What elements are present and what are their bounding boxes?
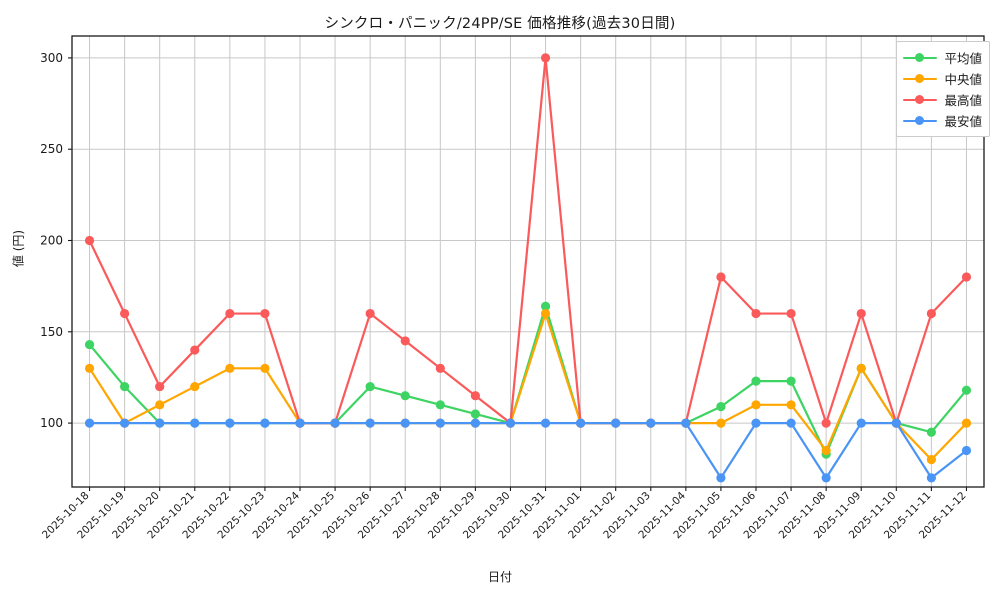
data-point bbox=[961, 445, 972, 456]
y-tick-label: 250 bbox=[40, 142, 63, 156]
data-point bbox=[891, 418, 901, 428]
x-axis-label: 日付 bbox=[487, 570, 512, 584]
data-point bbox=[786, 376, 796, 386]
series-line bbox=[88, 56, 968, 425]
data-point bbox=[681, 418, 691, 428]
data-point bbox=[926, 427, 936, 437]
y-tick-label: 200 bbox=[40, 234, 63, 248]
data-point bbox=[961, 272, 972, 282]
data-point bbox=[470, 391, 480, 401]
legend-label: 中央値 bbox=[944, 72, 982, 87]
data-point bbox=[540, 308, 551, 319]
data-point bbox=[225, 308, 235, 319]
data-point bbox=[540, 418, 551, 428]
chart-title: シンクロ・パニック/24PP/SE 価格推移(過去30日間) bbox=[324, 16, 676, 32]
data-point bbox=[84, 418, 95, 428]
data-point bbox=[365, 381, 375, 392]
data-point bbox=[716, 473, 726, 483]
legend-item[interactable]: 平均値 bbox=[903, 47, 982, 68]
legend-swatch-icon bbox=[903, 73, 938, 85]
y-tick-label: 150 bbox=[40, 325, 63, 339]
data-point bbox=[646, 418, 656, 428]
data-point bbox=[576, 418, 586, 428]
data-point bbox=[155, 381, 165, 392]
series-line bbox=[88, 312, 968, 461]
data-point bbox=[751, 308, 761, 319]
data-point bbox=[330, 418, 340, 428]
data-point bbox=[611, 418, 621, 428]
legend-swatch-icon bbox=[903, 115, 938, 127]
legend-item[interactable]: 最安値 bbox=[903, 110, 982, 131]
legend-swatch-icon bbox=[903, 94, 938, 106]
data-point bbox=[961, 418, 972, 428]
data-point bbox=[260, 363, 270, 373]
data-point bbox=[120, 381, 130, 392]
data-point bbox=[470, 409, 480, 419]
data-point bbox=[190, 381, 200, 392]
data-point bbox=[400, 418, 410, 428]
data-point bbox=[716, 418, 726, 428]
data-point bbox=[435, 400, 445, 410]
data-point bbox=[716, 272, 726, 282]
data-point bbox=[260, 418, 270, 428]
series-最安値 bbox=[84, 418, 972, 483]
data-point bbox=[751, 376, 761, 386]
data-point bbox=[961, 385, 972, 395]
y-tick-label: 300 bbox=[40, 51, 63, 65]
data-point bbox=[926, 308, 936, 319]
data-point bbox=[225, 418, 235, 428]
data-point bbox=[716, 402, 726, 412]
data-point bbox=[155, 400, 165, 410]
data-point bbox=[225, 363, 235, 373]
data-point bbox=[786, 400, 796, 410]
data-point bbox=[190, 418, 200, 428]
data-point bbox=[435, 363, 445, 373]
data-point bbox=[84, 339, 95, 350]
plot-border bbox=[71, 35, 985, 488]
legend-label: 最高値 bbox=[944, 93, 982, 108]
series-line bbox=[88, 421, 968, 479]
data-point bbox=[400, 391, 410, 401]
data-point bbox=[84, 235, 95, 246]
data-point bbox=[84, 363, 95, 373]
chart-legend: 平均値中央値最高値最安値 bbox=[896, 41, 990, 137]
legend-item[interactable]: 最高値 bbox=[903, 89, 982, 110]
data-point bbox=[470, 418, 480, 428]
legend-swatch-icon bbox=[903, 52, 938, 64]
data-point bbox=[926, 455, 936, 465]
data-point bbox=[856, 363, 866, 373]
data-point bbox=[435, 418, 445, 428]
data-point bbox=[400, 336, 410, 346]
data-point bbox=[540, 53, 551, 63]
data-point bbox=[786, 418, 796, 428]
data-point bbox=[365, 308, 375, 319]
legend-label: 平均値 bbox=[944, 51, 982, 66]
data-point bbox=[926, 473, 936, 483]
data-point bbox=[856, 308, 866, 319]
data-point bbox=[856, 418, 866, 428]
data-point bbox=[786, 308, 796, 319]
legend-item[interactable]: 中央値 bbox=[903, 68, 982, 89]
data-point bbox=[295, 418, 305, 428]
data-point bbox=[751, 400, 761, 410]
data-point bbox=[155, 418, 165, 428]
data-point bbox=[505, 418, 516, 428]
data-point bbox=[120, 418, 130, 428]
data-point bbox=[190, 345, 200, 355]
data-point bbox=[821, 473, 831, 483]
data-point bbox=[260, 308, 270, 319]
legend-label: 最安値 bbox=[944, 114, 982, 129]
data-point bbox=[540, 301, 551, 311]
data-point bbox=[365, 418, 375, 428]
data-point bbox=[821, 418, 831, 428]
data-point bbox=[751, 418, 761, 428]
data-point bbox=[120, 308, 130, 319]
data-point bbox=[821, 445, 831, 456]
y-tick-label: 100 bbox=[40, 416, 63, 430]
